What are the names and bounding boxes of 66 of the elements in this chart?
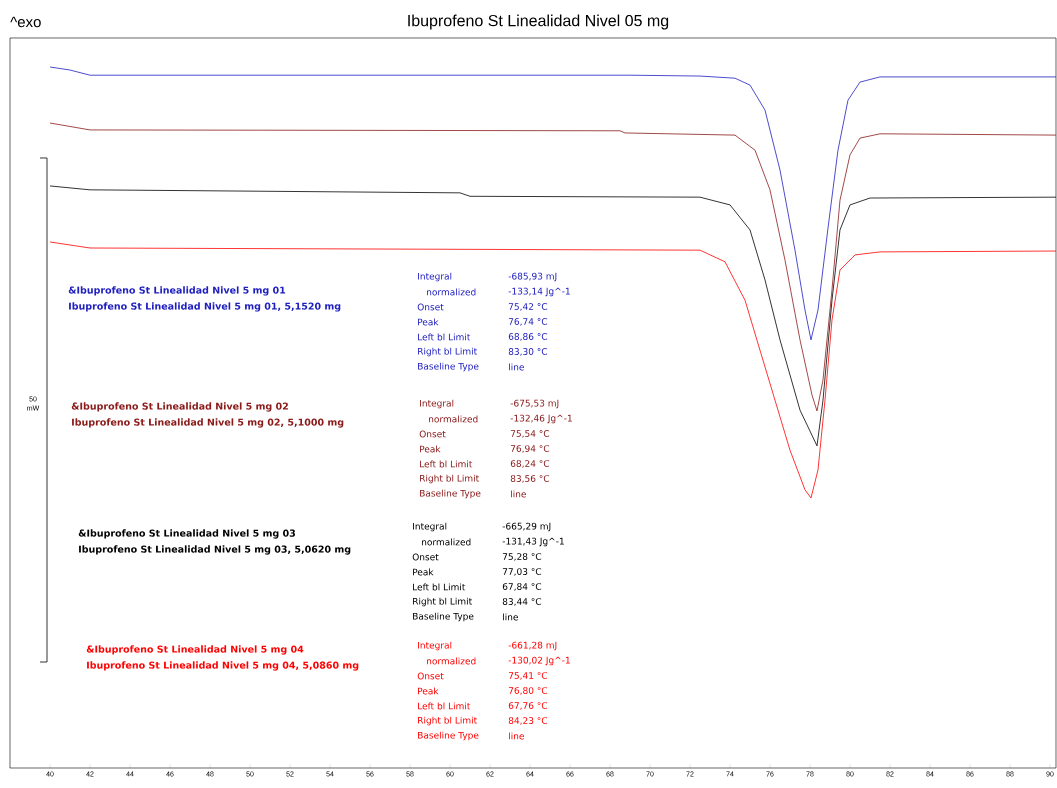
annotation: 68,24 °C (510, 460, 550, 468)
text: &Ibuprofeno St Linealidad Nivel 5 mg 02 (71, 402, 288, 412)
annotation: 83,56 °C (510, 475, 550, 483)
annotation: Peak (418, 318, 439, 326)
text: 77,03 °C (502, 568, 542, 576)
text: 76,80 °C (508, 687, 548, 695)
annotation: -675,53 mJ (510, 399, 559, 409)
annotation: Left bl Limit (418, 333, 471, 341)
annotation: -132,46 Jg^-1 (510, 414, 572, 424)
annotation: line (511, 490, 526, 498)
text: 75,41 °C (508, 672, 548, 680)
chart-title: Ibuprofeno St Linealidad Nivel 05 mg (408, 14, 669, 30)
text: Right bl Limit (418, 716, 477, 726)
text: line (509, 732, 524, 740)
text: -130,02 Jg^-1 (508, 656, 570, 666)
text: &Ibuprofeno St Linealidad Nivel 5 mg 03 (78, 529, 296, 539)
text: normalized (422, 538, 471, 546)
text: normalized (427, 657, 476, 665)
text: 75,28 °C (502, 553, 542, 561)
text: 83,44 °C (502, 598, 542, 606)
text: -661,28 mJ (508, 641, 557, 651)
annotation: normalized (429, 415, 478, 423)
annotation: 75,42 °C (508, 303, 548, 311)
annotation: Baseline Type (418, 362, 479, 372)
annotation: Peak (420, 445, 441, 453)
annotation: Right bl Limit (420, 474, 479, 484)
text: -665,29 mJ (502, 522, 551, 532)
text: 67,84 °C (502, 583, 542, 591)
annotation: line (509, 363, 524, 371)
annotation: 76,94 °C (510, 445, 550, 453)
annotation: normalized (427, 288, 476, 296)
annotation: -685,93 mJ (508, 272, 557, 282)
annotation: Ibuprofeno St Linealidad Nivel 5 mg 01, 5,1520 mg (69, 302, 341, 312)
text: Peak (413, 568, 434, 576)
text: Baseline Type (413, 612, 474, 622)
annotation: 76,74 °C (508, 318, 548, 326)
text: Onset (417, 672, 444, 680)
text: 67,76 °C (508, 702, 548, 710)
annotation: 68,86 °C (508, 333, 548, 341)
text: Integral (413, 522, 447, 532)
annotation: Integral (418, 272, 452, 282)
annotation: Left bl Limit (420, 460, 473, 468)
annotation: Integral (420, 399, 454, 409)
text: ^exo (10, 16, 41, 28)
text: &Ibuprofeno St Linealidad Nivel 5 mg 04 (86, 645, 304, 655)
text: Left bl Limit (413, 583, 466, 591)
text: Baseline Type (418, 731, 479, 741)
text: Integral (418, 641, 452, 651)
annotation: Onset (417, 303, 444, 311)
annotation: -133,14 Jg^-1 (508, 287, 570, 297)
text: Ibuprofeno St Linealidad Nivel 5 mg 03, 5,0620 mg (79, 545, 351, 555)
text: line (503, 613, 518, 621)
text: Right bl Limit (413, 597, 472, 607)
annotation: Baseline Type (420, 489, 481, 499)
annotation: Right bl Limit (418, 347, 477, 357)
text: Peak (418, 687, 439, 695)
text: Ibuprofeno St Linealidad Nivel 5 mg 04, 5,0860 mg (87, 661, 359, 671)
text: Onset (412, 553, 439, 561)
annotation: 75,54 °C (510, 430, 550, 438)
annotation: 83,30 °C (508, 348, 548, 356)
text: -131,43 Jg^-1 (502, 537, 564, 547)
annotation: Onset (419, 430, 446, 438)
text: &Ibuprofeno St Linealidad Nivel 5 mg 01 (68, 286, 286, 296)
text: Left bl Limit (418, 702, 471, 710)
text: 84,23 °C (508, 717, 548, 725)
annotation: Ibuprofeno St Linealidad Nivel 5 mg 02, 5,1000 mg (72, 418, 344, 428)
